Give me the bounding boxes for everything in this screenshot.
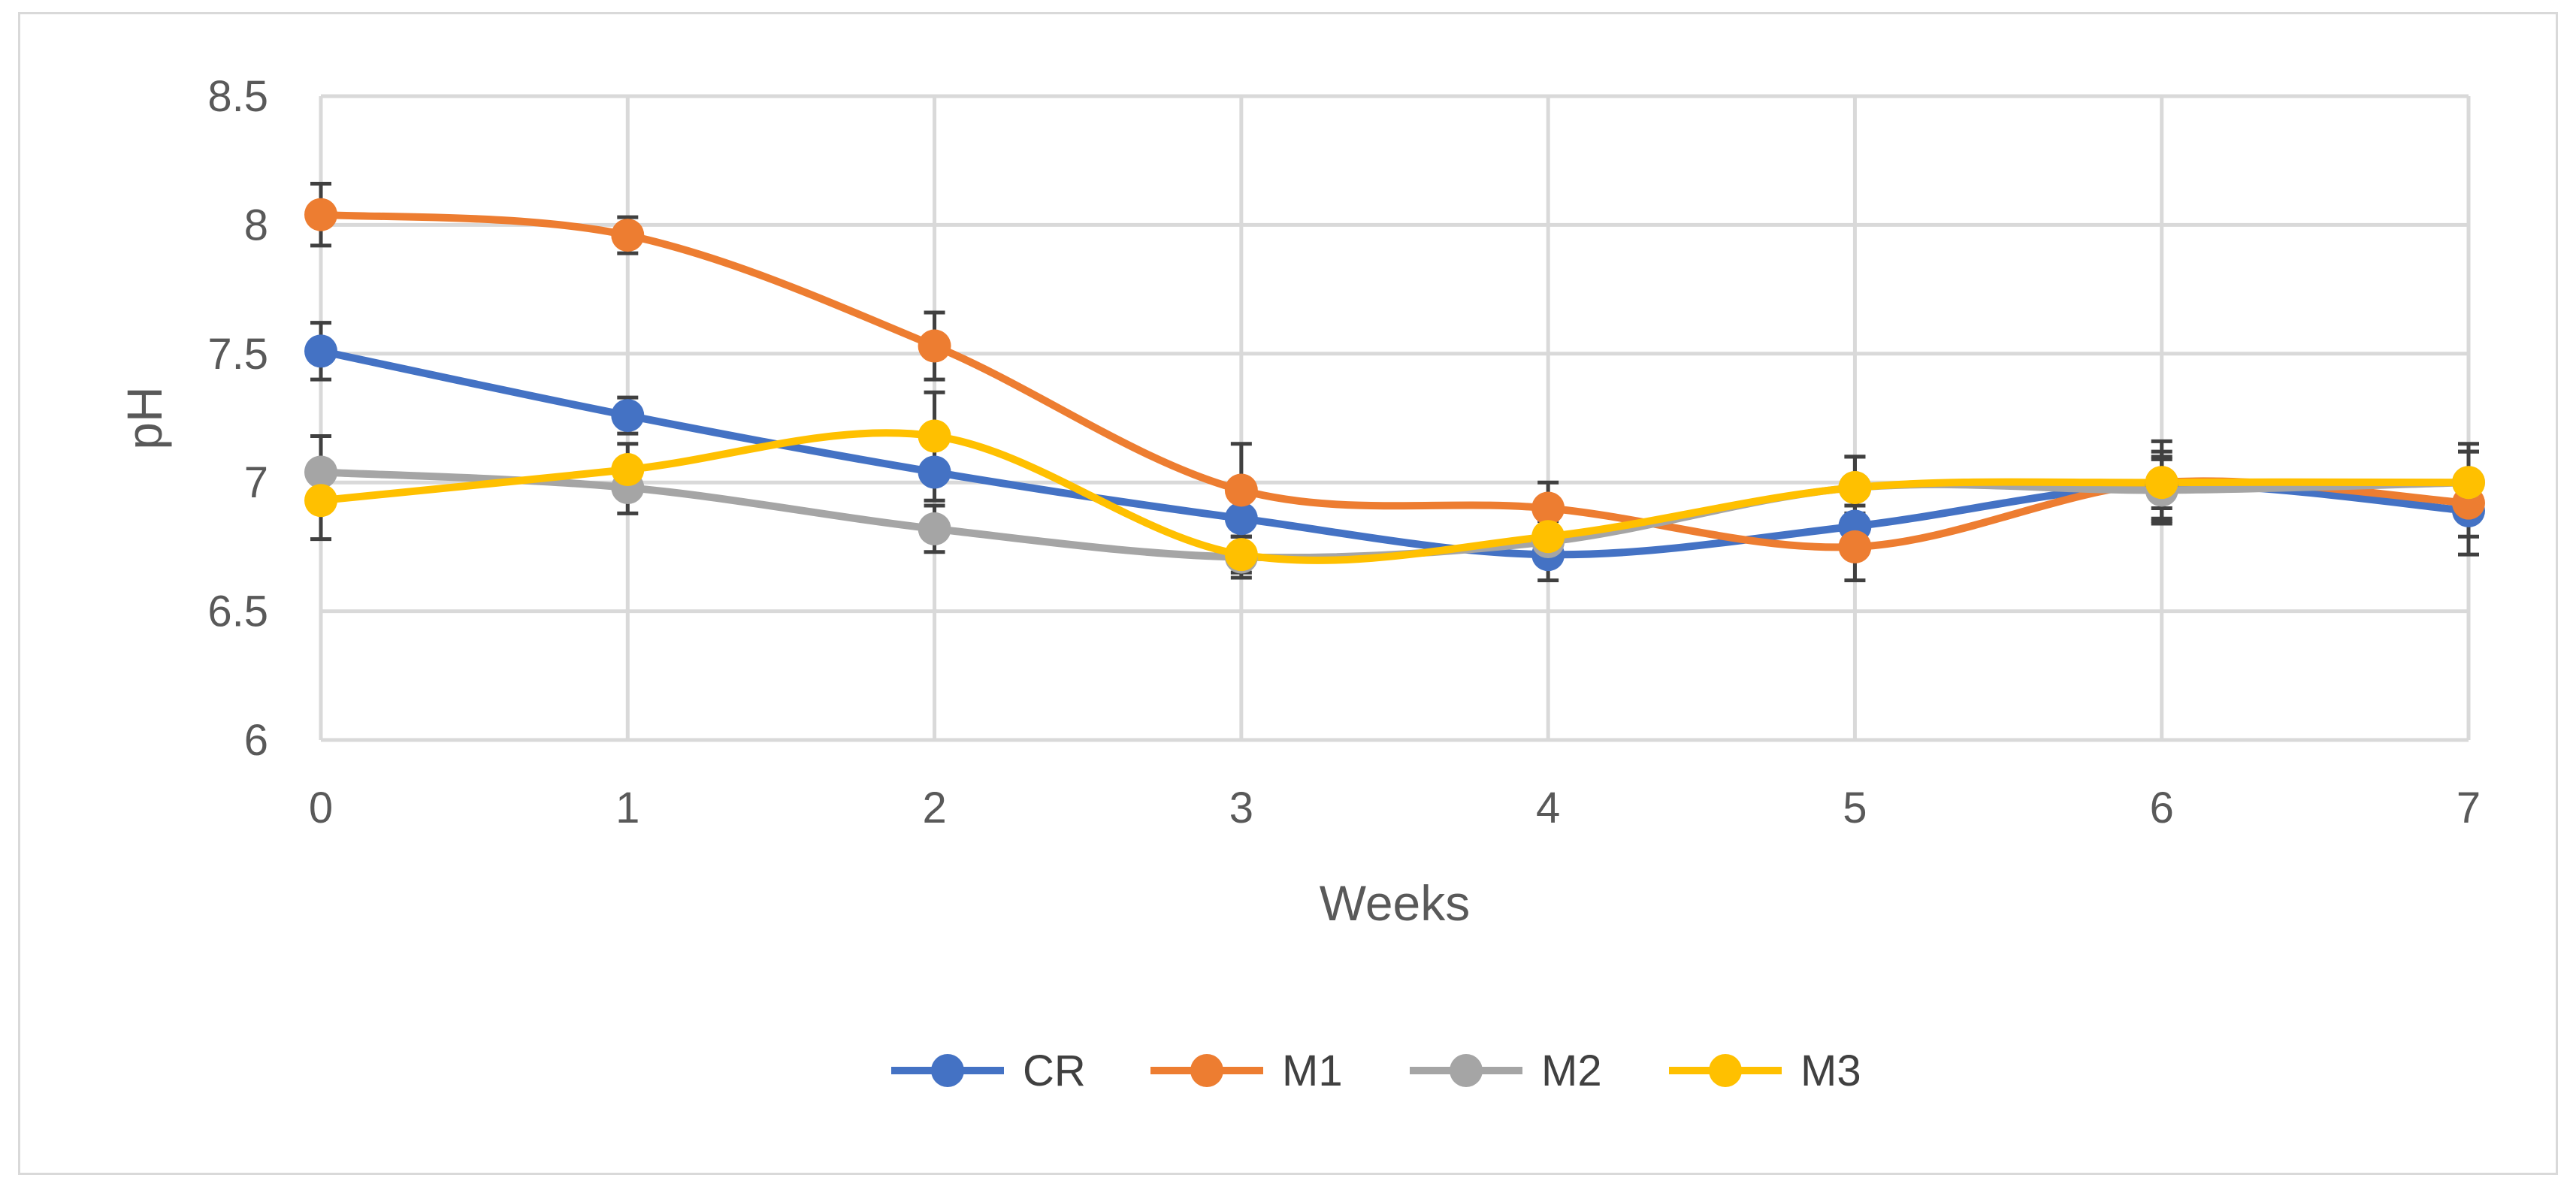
data-point-m1: [1531, 491, 1565, 525]
series-layer: [304, 182, 2485, 582]
data-point-m2: [304, 455, 337, 489]
legend-label: M2: [1541, 1047, 1602, 1095]
y-axis-ticks: 6 6.5 7 7.5 8 8.5: [207, 72, 268, 765]
data-point-m3: [2452, 466, 2485, 500]
y-axis-title: pH: [116, 386, 172, 449]
data-point-cr: [1224, 502, 1258, 536]
data-point-m1: [304, 198, 337, 231]
legend-swatch-marker: [1450, 1054, 1483, 1087]
data-point-cr: [611, 399, 645, 433]
data-point-m3: [2145, 466, 2178, 500]
legend-swatch-marker: [1190, 1054, 1223, 1087]
series-markers: [304, 198, 2485, 574]
legend-label: M1: [1282, 1047, 1343, 1095]
legend: CR M1 M2 M3: [891, 1047, 1861, 1095]
y-tick-label: 8.5: [207, 72, 268, 121]
data-point-m1: [918, 329, 951, 363]
data-point-cr: [918, 455, 951, 489]
data-point-m1: [611, 219, 645, 252]
x-axis-ticks: 0 1 2 3 4 5 6 7: [309, 784, 2481, 832]
x-tick-label: 1: [615, 784, 639, 832]
data-point-m1: [1838, 530, 1872, 563]
data-point-m3: [918, 419, 951, 453]
x-tick-label: 4: [1536, 784, 1560, 832]
y-tick-label: 7: [244, 458, 268, 507]
data-point-m2: [918, 512, 951, 545]
legend-swatch-marker: [931, 1054, 964, 1087]
legend-item-cr: CR: [891, 1047, 1086, 1095]
legend-swatch-marker: [1709, 1054, 1742, 1087]
gridlines: [319, 94, 2471, 742]
y-tick-label: 6.5: [207, 587, 268, 636]
x-tick-label: 6: [2150, 784, 2174, 832]
data-point-cr: [304, 334, 337, 368]
x-tick-label: 0: [309, 784, 333, 832]
x-tick-label: 2: [922, 784, 946, 832]
series-line-cr: [317, 347, 2472, 559]
y-tick-label: 6: [244, 716, 268, 765]
legend-label: CR: [1023, 1047, 1086, 1095]
y-tick-label: 8: [244, 201, 268, 249]
data-point-m3: [1838, 471, 1872, 505]
data-point-m3: [611, 453, 645, 487]
series-lines: [317, 210, 2472, 564]
x-tick-label: 3: [1229, 784, 1253, 832]
x-tick-label: 7: [2457, 784, 2481, 832]
data-point-m3: [1224, 538, 1258, 572]
x-axis-title: Weeks: [1320, 875, 1471, 931]
legend-label: M3: [1800, 1047, 1861, 1095]
legend-item-m2: M2: [1410, 1047, 1602, 1095]
data-point-m3: [304, 484, 337, 518]
data-point-m1: [1224, 473, 1258, 507]
y-tick-label: 7.5: [207, 330, 268, 379]
chart-frame: [18, 12, 2558, 1175]
series-line-m3: [317, 429, 2472, 564]
data-point-m3: [1531, 520, 1565, 554]
series-line-m1: [317, 210, 2472, 551]
legend-item-m1: M1: [1150, 1047, 1343, 1095]
legend-item-m3: M3: [1669, 1047, 1861, 1095]
x-tick-label: 5: [1843, 784, 1867, 832]
